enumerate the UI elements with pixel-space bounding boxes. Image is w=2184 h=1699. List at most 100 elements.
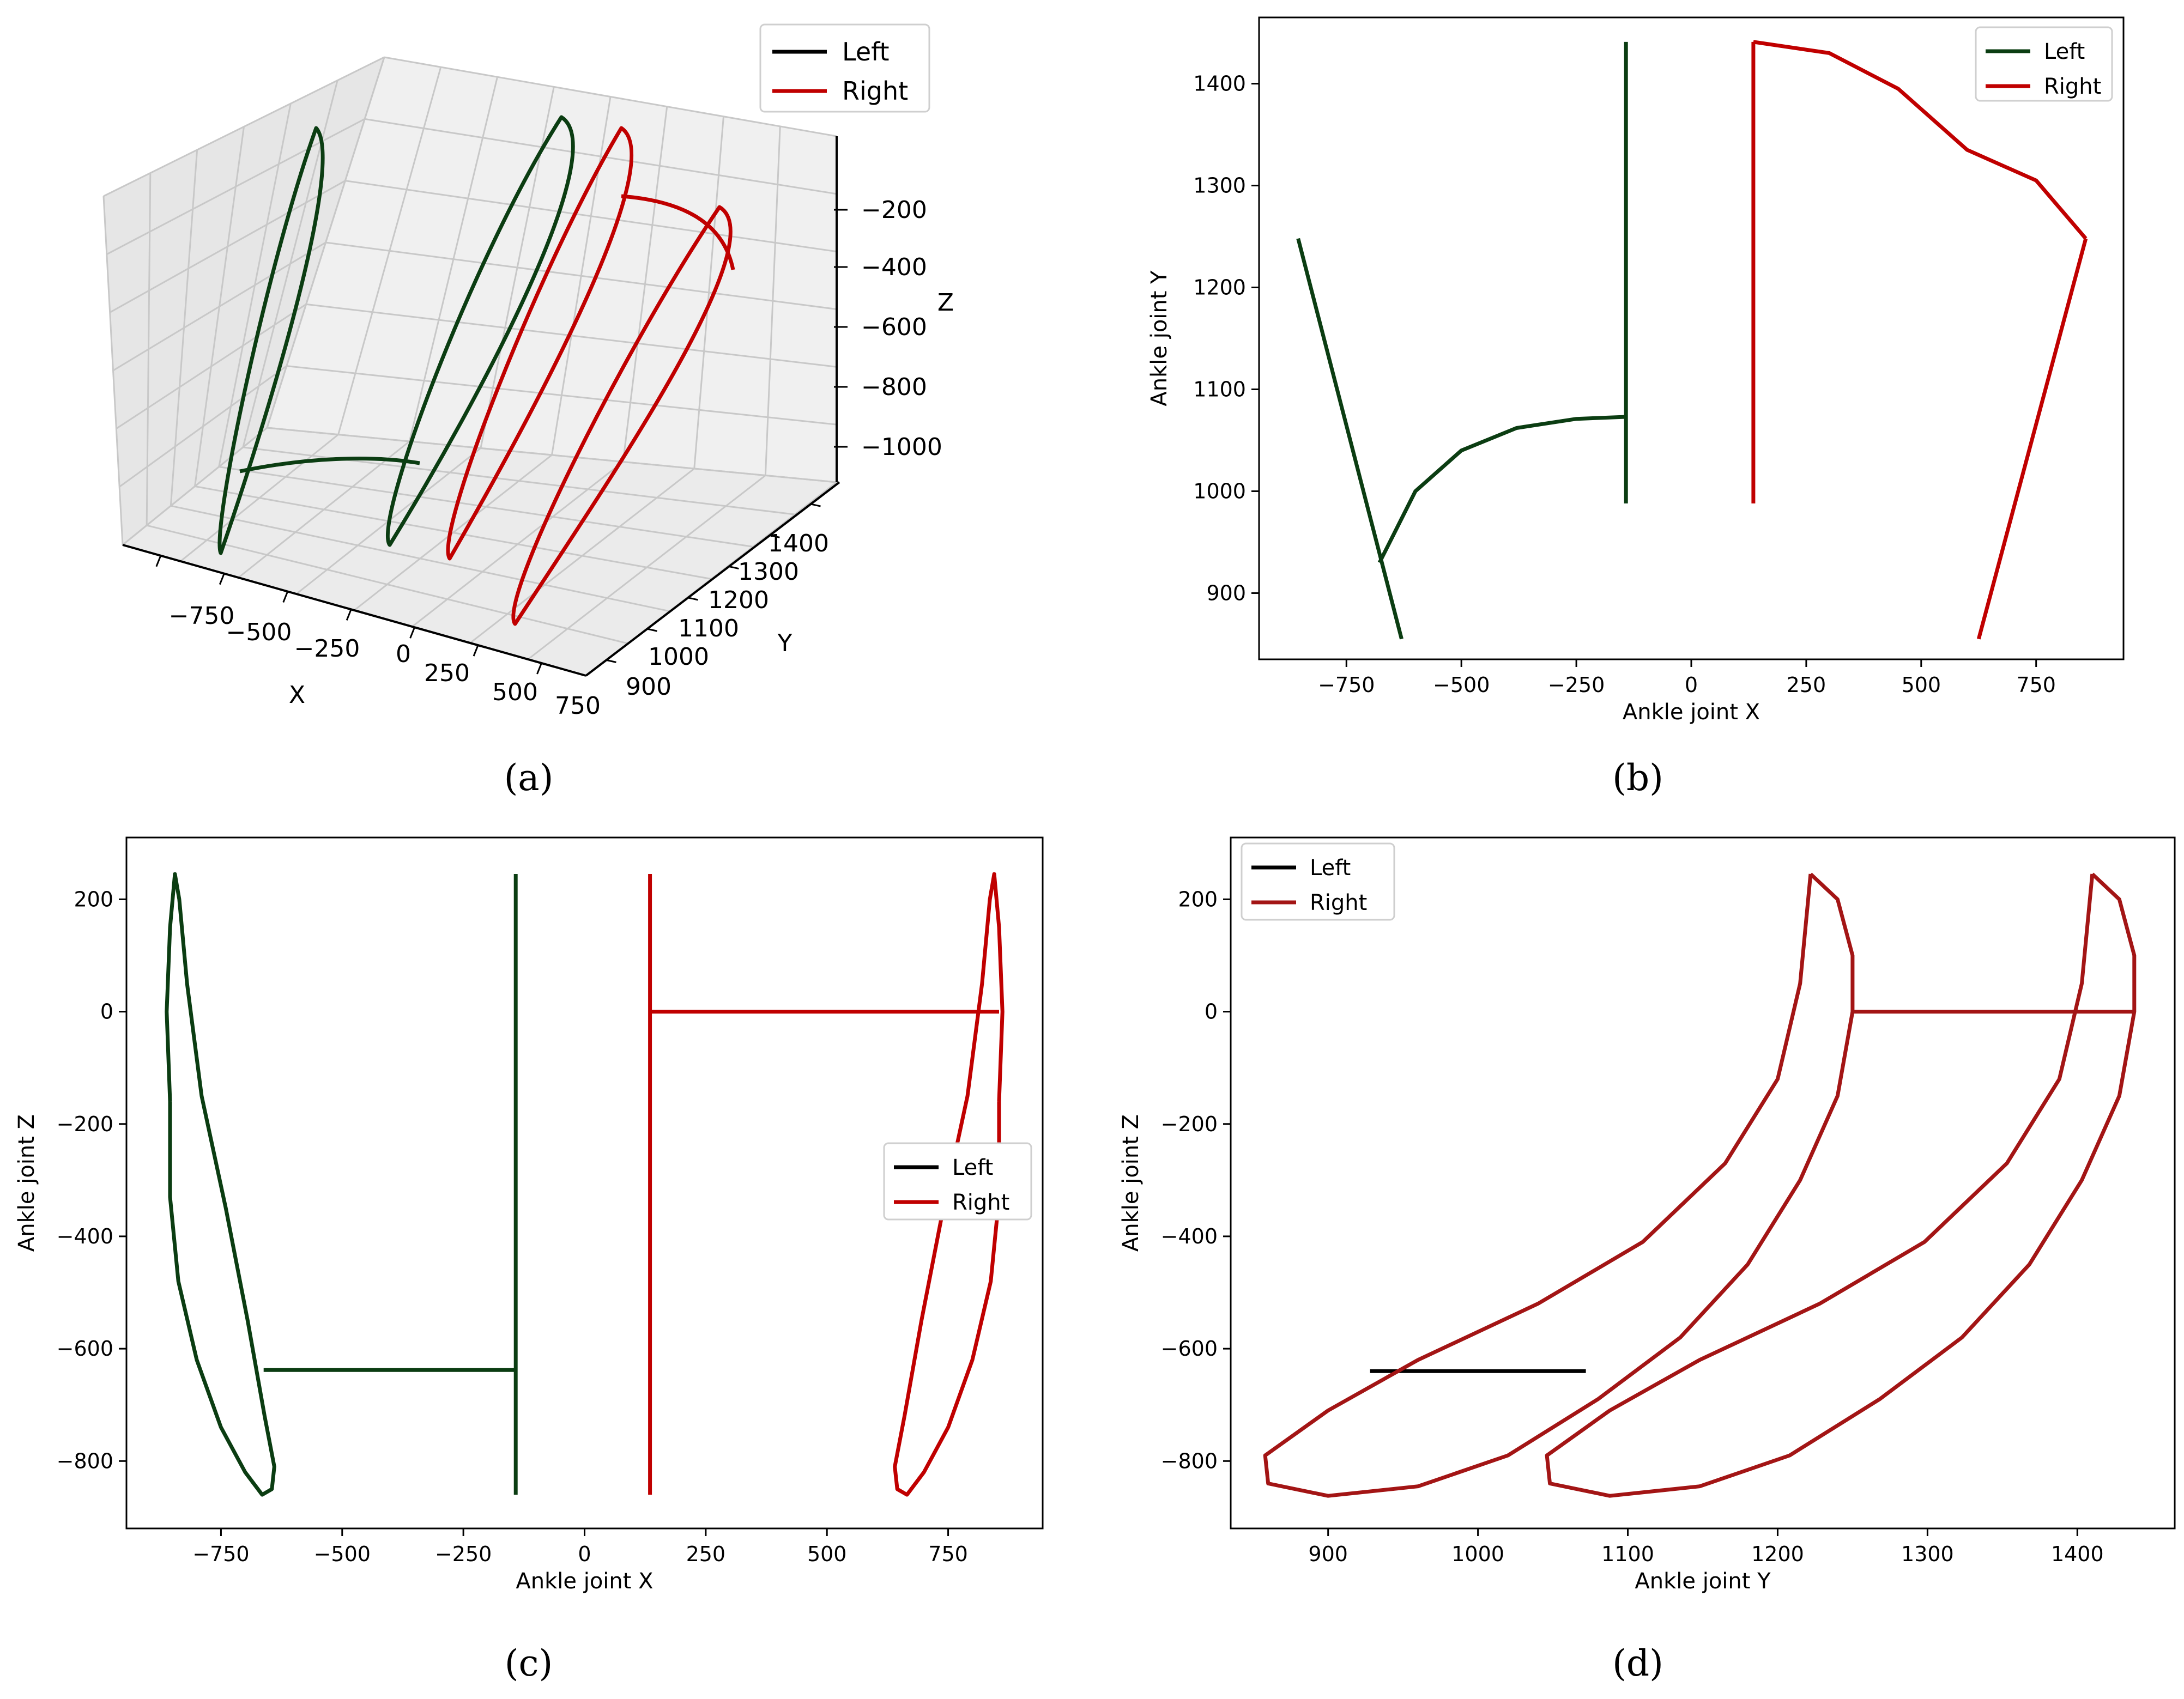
panel-a-grid-line xyxy=(103,56,385,197)
panel-b-y-tick-label: 1000 xyxy=(1193,479,1246,503)
panel-d-legend-label: Left xyxy=(1310,855,1351,881)
panel-a-x-tick-mark xyxy=(219,573,225,585)
panel-c-series-right-line xyxy=(893,872,1005,1497)
panel-a-z-tick-label: −200 xyxy=(861,196,927,224)
panel-a-legend-label: Right xyxy=(842,76,908,106)
panel-d-y-tick-label: −800 xyxy=(1161,1449,1218,1473)
panel-a-z-tick-label: −800 xyxy=(861,373,927,401)
panel-a-y-tick-label: 1100 xyxy=(678,615,739,642)
panel-b-series-left-line xyxy=(1377,415,1626,563)
panel-a-grid-line xyxy=(195,486,712,580)
panel-a-y-tick-mark xyxy=(770,534,780,538)
panel-a-x-tick-mark xyxy=(346,609,352,621)
panel-b-y-axis-label: Ankle joint Y xyxy=(1147,270,1172,406)
panel-a-y-axis-label: Y xyxy=(777,629,792,657)
panel-c-series-left-line xyxy=(165,872,276,1497)
panel-a-left-loop-1 xyxy=(217,126,325,555)
panel-d-y-tick-label: 200 xyxy=(1178,887,1218,911)
panel-d-y-tick-label: −400 xyxy=(1161,1224,1218,1248)
caption-b: (b) xyxy=(1612,757,1663,799)
panel-c-x-tick-label: 500 xyxy=(807,1542,847,1566)
panel-b-legend: Left Right xyxy=(1975,26,2113,102)
panel-a-grid-line xyxy=(266,57,385,428)
panel-a-z-tick-label: −1000 xyxy=(861,433,942,461)
panel-d-series-right-line xyxy=(1545,872,2137,1498)
panel-c-x-tick-label: −750 xyxy=(192,1542,249,1566)
panel-b-axes-frame xyxy=(1258,16,2125,660)
panel-d-x-tick-label: 1300 xyxy=(1901,1542,1954,1566)
panel-a-y-tick-mark xyxy=(647,628,657,632)
panel-b-x-tick-label: 500 xyxy=(1902,673,1941,697)
panel-d-y-tick-label: 0 xyxy=(1205,1000,1218,1024)
panel-a-left-loop-2 xyxy=(385,115,575,547)
panel-c-y-tick-label: −600 xyxy=(57,1337,113,1361)
panel-b-x-tick-label: −250 xyxy=(1548,673,1605,697)
panel-a-z-tick-label: −400 xyxy=(861,253,927,281)
panel-a-back-pane xyxy=(267,57,837,482)
panel-d-x-tick-label: 1100 xyxy=(1601,1542,1654,1566)
panel-a-right-connector xyxy=(621,194,735,270)
panel-a-left-connector xyxy=(239,457,420,474)
panel-a-x-tick-label: −250 xyxy=(294,635,360,663)
panel-b-series-right-line xyxy=(1976,238,2088,640)
panel-c-x-axis-label: Ankle joint X xyxy=(516,1569,653,1594)
panel-b-legend-label: Right xyxy=(2044,74,2101,99)
panel-a-right-loop-1 xyxy=(446,126,634,561)
panel-a-x-axis-label: X xyxy=(289,681,305,709)
panel-a-y-tick-label: 900 xyxy=(626,673,671,701)
panel-a-legend-label: Left xyxy=(842,37,890,66)
panel-c-x-tick-label: 750 xyxy=(928,1542,968,1566)
panel-c-legend-label: Right xyxy=(952,1190,1009,1215)
panel-a-z-axis-label: Z xyxy=(937,289,954,317)
panel-c-x-tick-label: 0 xyxy=(578,1542,591,1566)
panel-a-y-axis-line xyxy=(585,481,840,677)
panel-d-x-axis-label: Ankle joint Y xyxy=(1635,1569,1771,1594)
panel-a-y-tick-label: 1400 xyxy=(768,530,829,557)
panel-a-pane-grid xyxy=(102,56,838,677)
panel-a-y-tick-label: 1300 xyxy=(738,558,799,586)
panel-a-x-tick-label: 0 xyxy=(396,640,411,668)
panel-a-x-tick-mark xyxy=(282,591,289,603)
panel-d-x-tick-label: 1000 xyxy=(1451,1542,1504,1566)
panel-a-x-tick-mark xyxy=(536,663,542,675)
panel-a-grid-line xyxy=(364,118,837,195)
panel-c-legend: Left Right xyxy=(883,1142,1032,1221)
panel-a-grid-line xyxy=(286,365,837,426)
panel-a-x-tick-label: −500 xyxy=(226,618,292,646)
panel-a-grid-line xyxy=(171,505,670,612)
panel-b-legend-label: Left xyxy=(2044,39,2085,64)
panel-a-grid-line xyxy=(267,427,837,483)
panel-c-y-axis-label: Ankle joint Z xyxy=(14,1114,39,1252)
panel-a-grid-line xyxy=(306,303,837,368)
panel-d-legend: Left Right xyxy=(1241,842,1395,921)
panel-a-grid-line xyxy=(384,56,837,137)
panel-a-right-loop-2 xyxy=(511,205,733,626)
panel-b-x-tick-label: 250 xyxy=(1787,673,1826,697)
panel-d-x-tick-label: 1400 xyxy=(2051,1542,2104,1566)
panel-c-x-tick-label: −500 xyxy=(314,1542,371,1566)
panel-d-x-tick-label: 1200 xyxy=(1751,1542,1804,1566)
panel-a-trajectories xyxy=(217,115,735,626)
panel-d-y-tick-label: −600 xyxy=(1161,1337,1218,1361)
panel-a-y-tick-mark xyxy=(688,597,698,601)
panel-d-series-right-line xyxy=(1263,872,1855,1498)
panel-a-x-tick-label: 750 xyxy=(555,692,601,720)
panel-c-y-tick-label: −800 xyxy=(57,1449,113,1473)
caption-a: (a) xyxy=(504,757,554,799)
panel-b-series-right-line xyxy=(1753,40,2088,240)
panel-a-grid-line xyxy=(146,524,628,645)
panel-a-y-tick-mark xyxy=(729,566,739,570)
panel-a-ticks: −750−500−250 0 250 500 750 900100011001200130… xyxy=(122,136,942,720)
panel-b-x-axis-label: Ankle joint X xyxy=(1623,700,1760,725)
panel-a-x-tick-label: −750 xyxy=(169,602,235,630)
panel-b-x-tick-label: −500 xyxy=(1433,673,1490,697)
panel-d-plot: 900 1000 1100 1200 1300 1400 200 0 −200 −400 −600 −… xyxy=(1118,836,2176,1594)
panel-b-y-tick-label: 1100 xyxy=(1193,377,1246,401)
panel-a-x-tick-label: 250 xyxy=(424,659,470,687)
panel-a-floor-pane xyxy=(123,428,837,676)
panel-a-left-pane xyxy=(104,57,384,545)
panel-d-legend-label: Right xyxy=(1310,890,1367,915)
panel-a-x-tick-mark xyxy=(155,555,162,567)
panel-a-x-tick-mark xyxy=(409,627,416,639)
